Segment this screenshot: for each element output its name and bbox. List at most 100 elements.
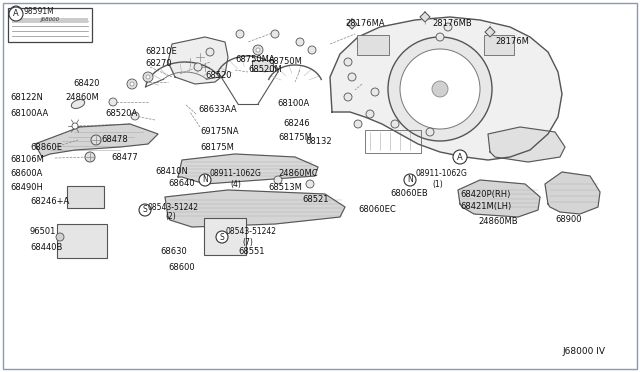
Text: 24860MC: 24860MC [278, 170, 317, 179]
Text: 68132: 68132 [305, 138, 332, 147]
Circle shape [256, 48, 260, 52]
Circle shape [130, 82, 134, 86]
Text: (2): (2) [165, 212, 176, 221]
Circle shape [56, 233, 64, 241]
FancyBboxPatch shape [3, 3, 637, 369]
Circle shape [199, 174, 211, 186]
Polygon shape [545, 172, 600, 214]
Text: 68521: 68521 [302, 196, 328, 205]
Text: 08543-51242: 08543-51242 [225, 228, 276, 237]
Circle shape [206, 48, 214, 56]
Circle shape [404, 174, 416, 186]
Text: 68630: 68630 [160, 247, 187, 257]
Text: 68106M: 68106M [10, 155, 44, 164]
Text: 24860M: 24860M [65, 93, 99, 103]
Circle shape [194, 63, 202, 71]
Text: 68750M: 68750M [268, 58, 302, 67]
Text: (7): (7) [242, 237, 253, 247]
Circle shape [444, 23, 452, 31]
Circle shape [127, 79, 137, 89]
Circle shape [371, 88, 379, 96]
Text: 68860E: 68860E [30, 144, 62, 153]
Polygon shape [35, 124, 158, 157]
Circle shape [109, 98, 117, 106]
Text: 68420P(RH): 68420P(RH) [460, 189, 510, 199]
Text: S: S [220, 232, 225, 241]
Text: 68100A: 68100A [277, 99, 309, 109]
Text: 68440B: 68440B [30, 243, 62, 251]
Text: 68520M: 68520M [248, 65, 282, 74]
Text: 28176MA: 28176MA [345, 19, 385, 29]
Text: 68060EB: 68060EB [390, 189, 428, 199]
Circle shape [271, 30, 279, 38]
Text: 68477: 68477 [111, 153, 138, 161]
Circle shape [306, 180, 314, 188]
Text: 68175M: 68175M [278, 132, 312, 141]
Polygon shape [420, 12, 430, 22]
Circle shape [146, 75, 150, 79]
Circle shape [139, 204, 151, 216]
FancyBboxPatch shape [204, 218, 246, 255]
Circle shape [10, 6, 22, 18]
Circle shape [308, 46, 316, 54]
Polygon shape [485, 27, 495, 37]
Text: 68060EC: 68060EC [358, 205, 396, 215]
Text: 68100AA: 68100AA [10, 109, 48, 119]
Text: 68600A: 68600A [10, 170, 42, 179]
Text: (4): (4) [230, 180, 241, 189]
Text: 68175M: 68175M [200, 142, 234, 151]
Circle shape [91, 135, 101, 145]
Polygon shape [330, 17, 562, 160]
Text: 68270: 68270 [145, 60, 172, 68]
FancyBboxPatch shape [67, 186, 104, 208]
Circle shape [366, 110, 374, 118]
Text: 68633AA: 68633AA [198, 105, 237, 113]
Circle shape [344, 93, 352, 101]
Circle shape [432, 81, 448, 97]
Circle shape [400, 49, 480, 129]
Circle shape [426, 128, 434, 136]
Circle shape [131, 112, 139, 120]
Text: 28176M: 28176M [495, 38, 529, 46]
Circle shape [216, 231, 228, 243]
Text: 68420: 68420 [74, 80, 100, 89]
Text: 68750MA: 68750MA [235, 55, 275, 64]
Text: (1): (1) [432, 180, 443, 189]
FancyBboxPatch shape [484, 35, 514, 55]
Text: 08543-51242: 08543-51242 [148, 202, 199, 212]
Text: A: A [457, 153, 463, 161]
Ellipse shape [71, 100, 84, 109]
Text: 68478: 68478 [101, 135, 128, 144]
Text: A: A [13, 10, 19, 19]
Polygon shape [168, 37, 228, 84]
Circle shape [274, 176, 282, 184]
Text: N: N [202, 176, 208, 185]
Circle shape [354, 120, 362, 128]
Text: 68210E: 68210E [145, 48, 177, 57]
Text: J68000: J68000 [40, 17, 60, 22]
Circle shape [391, 120, 399, 128]
Circle shape [388, 37, 492, 141]
Text: 68900: 68900 [555, 215, 582, 224]
FancyBboxPatch shape [12, 18, 88, 23]
Circle shape [453, 150, 467, 164]
Text: 96501: 96501 [30, 228, 56, 237]
Text: S: S [143, 205, 147, 215]
Text: 08911-1062G: 08911-1062G [210, 170, 262, 179]
Text: 68246: 68246 [283, 119, 310, 128]
Text: 68600: 68600 [168, 263, 195, 272]
Circle shape [253, 45, 263, 55]
Text: A: A [13, 9, 19, 15]
Text: J68000 IV: J68000 IV [562, 347, 605, 356]
Circle shape [143, 72, 153, 82]
Text: N: N [407, 176, 413, 185]
Text: 68410N: 68410N [155, 167, 188, 176]
Polygon shape [458, 180, 540, 217]
Circle shape [9, 7, 23, 21]
Text: 68520A: 68520A [106, 109, 138, 119]
Circle shape [436, 33, 444, 41]
Circle shape [348, 73, 356, 81]
Text: 68640: 68640 [168, 180, 195, 189]
Text: 68246+A: 68246+A [30, 198, 69, 206]
Text: 68421M(LH): 68421M(LH) [460, 202, 511, 212]
